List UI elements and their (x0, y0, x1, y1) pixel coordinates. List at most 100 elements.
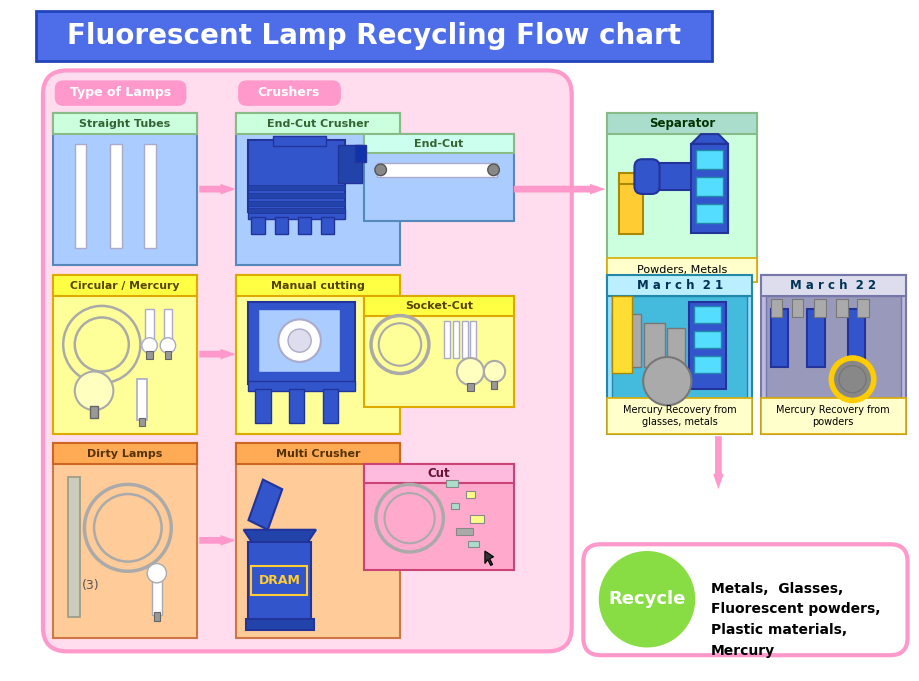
Polygon shape (199, 349, 235, 360)
Polygon shape (484, 551, 493, 565)
Bar (444, 321, 449, 358)
Bar (52, 113, 197, 266)
Bar (164, 308, 172, 345)
Text: DRAM: DRAM (258, 574, 300, 588)
Bar (74, 144, 86, 248)
Circle shape (160, 338, 176, 353)
Bar (618, 180, 642, 234)
Bar (145, 308, 153, 345)
Bar (452, 321, 459, 358)
Bar (643, 323, 664, 366)
Bar (456, 528, 472, 535)
Circle shape (147, 564, 166, 583)
Bar (36, 11, 711, 61)
Bar (806, 308, 823, 366)
Bar (289, 389, 304, 423)
Bar (467, 541, 479, 547)
Circle shape (63, 306, 141, 383)
Bar (248, 201, 345, 206)
Bar (612, 296, 630, 373)
Circle shape (278, 319, 321, 362)
Bar (248, 140, 345, 212)
Bar (248, 185, 345, 190)
Bar (248, 542, 311, 620)
Polygon shape (199, 184, 235, 195)
Bar (607, 113, 756, 134)
Text: Powders, Metals: Powders, Metals (636, 265, 727, 275)
Bar (696, 176, 722, 196)
Bar (470, 516, 483, 523)
Bar (364, 134, 514, 221)
Bar (466, 383, 474, 391)
Bar (770, 299, 781, 317)
Circle shape (598, 551, 695, 648)
Bar (694, 306, 720, 323)
Bar (52, 275, 197, 434)
Circle shape (831, 358, 873, 400)
FancyBboxPatch shape (43, 70, 571, 651)
Bar (251, 217, 265, 234)
Bar (694, 356, 720, 373)
Bar (235, 443, 400, 638)
Circle shape (483, 361, 505, 382)
Polygon shape (248, 479, 282, 530)
Bar (152, 576, 162, 615)
Text: M a r c h  2 1: M a r c h 2 1 (636, 279, 722, 292)
Bar (248, 208, 345, 213)
Bar (258, 308, 340, 372)
Bar (235, 275, 400, 434)
Bar (364, 296, 514, 315)
Circle shape (94, 494, 162, 562)
Bar (607, 398, 752, 434)
Bar (52, 113, 197, 134)
Text: Socket-Cut: Socket-Cut (404, 301, 472, 311)
Bar (461, 321, 467, 358)
Bar (251, 567, 307, 595)
Bar (770, 308, 787, 366)
Bar (618, 173, 642, 185)
Bar (52, 443, 197, 464)
Circle shape (74, 317, 129, 372)
Bar (52, 275, 197, 296)
Bar (137, 379, 147, 419)
Bar (235, 275, 400, 296)
Bar (377, 163, 497, 176)
Bar (255, 389, 270, 423)
Bar (90, 407, 97, 418)
Bar (364, 134, 514, 153)
Circle shape (288, 329, 311, 352)
Bar (165, 351, 171, 359)
Text: Dirty Lamps: Dirty Lamps (87, 449, 163, 458)
Circle shape (384, 493, 435, 543)
Bar (470, 321, 476, 358)
Text: Type of Lamps: Type of Lamps (70, 86, 171, 99)
Bar (688, 302, 725, 389)
Bar (696, 204, 722, 223)
Bar (68, 477, 80, 616)
Bar (274, 217, 288, 234)
Bar (446, 479, 458, 488)
Circle shape (642, 357, 691, 405)
Circle shape (379, 323, 421, 366)
Bar (638, 163, 700, 190)
Bar (857, 299, 868, 317)
Bar (364, 464, 514, 484)
Bar (760, 275, 904, 434)
Circle shape (74, 372, 113, 410)
Bar (235, 113, 400, 266)
Bar (490, 381, 497, 389)
FancyBboxPatch shape (55, 81, 186, 105)
Text: Cut: Cut (427, 467, 450, 480)
Text: Mercury Recovery from
powders: Mercury Recovery from powders (776, 405, 889, 427)
Polygon shape (514, 184, 605, 195)
Bar (694, 331, 720, 349)
Bar (760, 275, 904, 296)
Bar (153, 612, 160, 622)
Text: Multi Crusher: Multi Crusher (276, 449, 360, 458)
Bar (364, 296, 514, 407)
FancyBboxPatch shape (239, 81, 340, 105)
Bar (450, 503, 459, 509)
Text: Fluorescent Lamp Recycling Flow chart: Fluorescent Lamp Recycling Flow chart (67, 22, 680, 50)
Polygon shape (691, 134, 727, 144)
Text: Straight Tubes: Straight Tubes (79, 118, 170, 129)
